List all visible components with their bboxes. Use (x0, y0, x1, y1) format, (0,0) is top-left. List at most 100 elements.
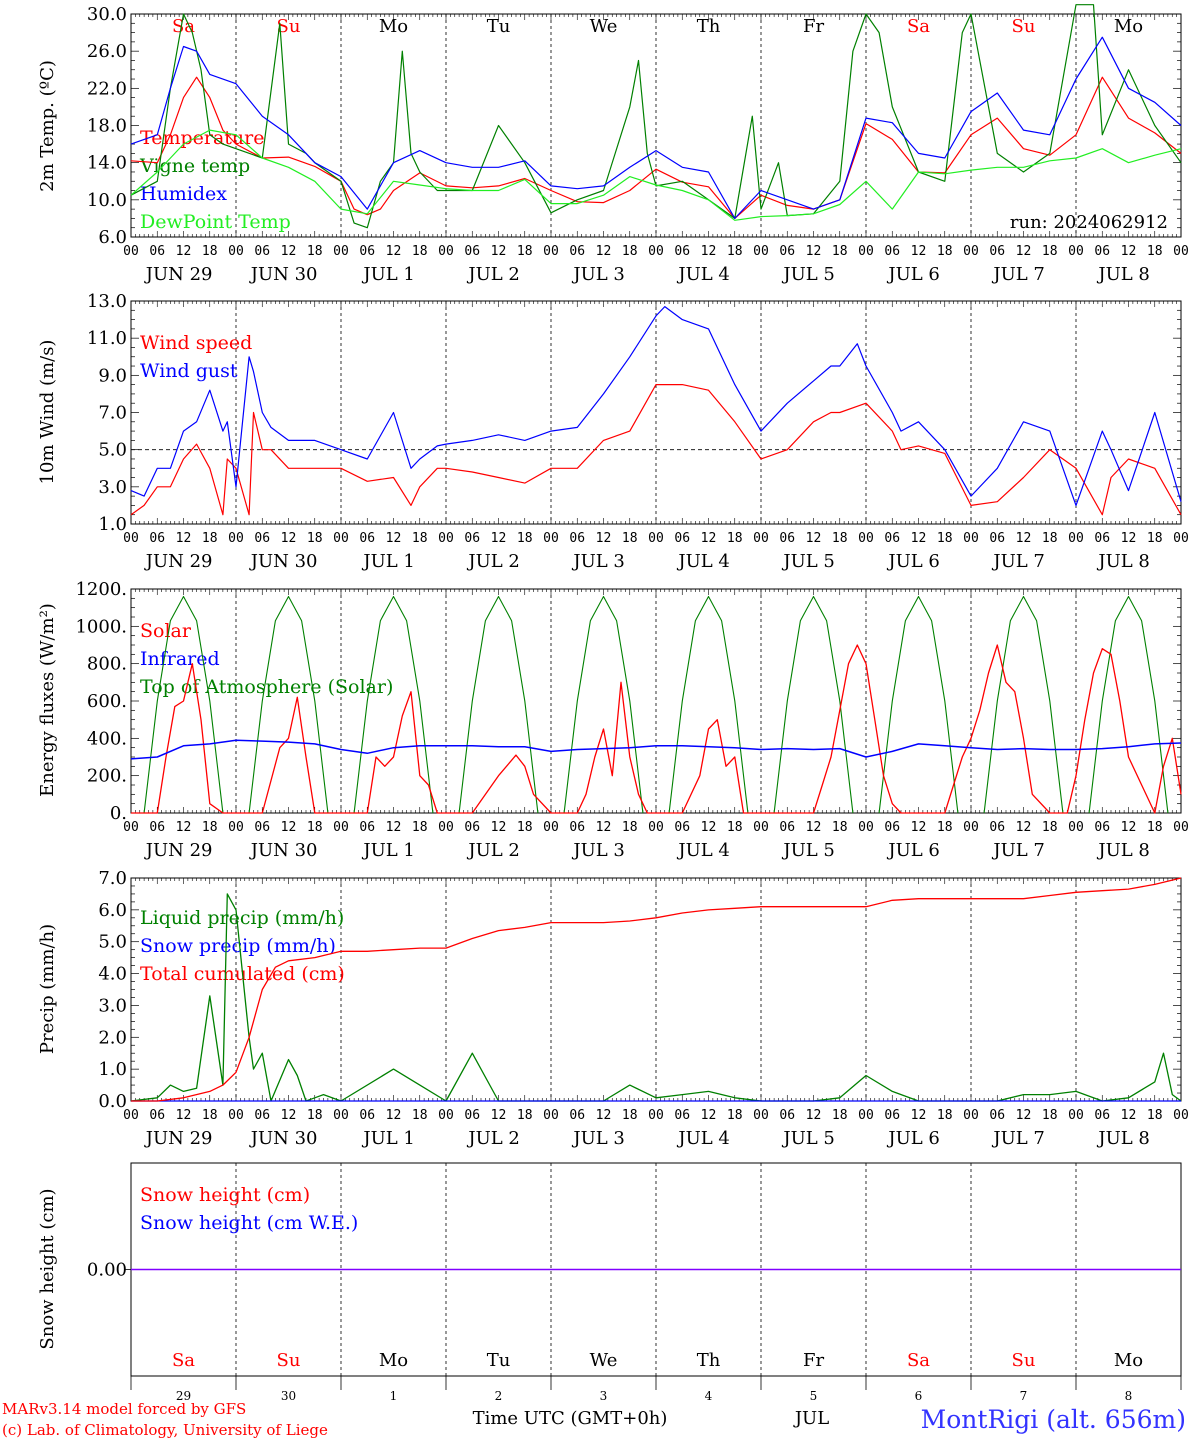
y-tick-label: 6.0 (98, 227, 127, 248)
date-label: JUN 29 (144, 840, 213, 861)
hour-tick-label: 12 (386, 1108, 402, 1123)
hour-tick-label: 06 (1094, 820, 1110, 835)
y-tick-label: 3.0 (98, 995, 127, 1016)
date-label: JUL 4 (676, 1128, 730, 1149)
y-tick-label: 1200. (75, 579, 127, 600)
y-tick-label: 600. (87, 691, 127, 712)
date-label: JUL 6 (886, 1128, 940, 1149)
hour-tick-label: 18 (832, 531, 848, 546)
hour-tick-label: 18 (727, 820, 743, 835)
hour-tick-label: 12 (281, 1108, 297, 1123)
hour-tick-label: 06 (674, 244, 690, 259)
date-label: JUL 1 (361, 551, 415, 572)
date-label: JUL 2 (466, 840, 520, 861)
date-label: JUL 6 (886, 840, 940, 861)
hour-tick-label: 12 (176, 244, 192, 259)
hour-tick-label: 18 (1042, 1108, 1058, 1123)
hour-tick-label: 18 (832, 244, 848, 259)
date-label: JUL 7 (991, 551, 1045, 572)
hour-tick-label: 18 (412, 820, 428, 835)
series-line-top-of-atmosphere (458, 595, 539, 814)
hour-tick-label: 00 (438, 531, 454, 546)
y-tick-label: 5.0 (98, 932, 127, 953)
station-label: MontRigi (alt. 656m) (921, 1405, 1186, 1434)
day-number-label: 4 (705, 1389, 713, 1403)
hour-tick-label: 00 (963, 1108, 979, 1123)
hour-tick-label: 00 (858, 244, 874, 259)
date-label: JUL 2 (466, 264, 520, 285)
y-tick-label: 14.0 (87, 153, 127, 174)
date-label: JUN 30 (249, 840, 318, 861)
date-label: JUL 7 (991, 264, 1045, 285)
series-line-humidex (130, 36, 1182, 219)
run-label: run: 2024062912 (1010, 212, 1168, 233)
panel-frame-temp (130, 13, 1182, 238)
hour-tick-label: 12 (281, 531, 297, 546)
hour-tick-label: 18 (202, 244, 218, 259)
hour-tick-label: 06 (569, 531, 585, 546)
y-tick-label: 1000. (75, 616, 127, 637)
hour-tick-label: 18 (1147, 244, 1163, 259)
hour-tick-label: 12 (281, 820, 297, 835)
hour-tick-label: 18 (307, 1108, 323, 1123)
hour-tick-label: 18 (202, 1108, 218, 1123)
hour-tick-label: 18 (937, 244, 953, 259)
legend-entry-energy: Solar (140, 620, 192, 642)
weekday-label: Tu (487, 1350, 511, 1371)
hour-tick-label: 18 (727, 1108, 743, 1123)
date-label: JUL 8 (1096, 1128, 1150, 1149)
hour-tick-label: 06 (989, 820, 1005, 835)
date-label: JUL 5 (781, 264, 835, 285)
y-tick-label: 9.0 (98, 365, 127, 386)
y-tick-label: 1.0 (98, 514, 127, 535)
hour-tick-label: 06 (254, 820, 270, 835)
panel-frame-wind (130, 300, 1182, 525)
hour-tick-label: 00 (123, 244, 139, 259)
hour-tick-label: 12 (911, 820, 927, 835)
hour-tick-label: 00 (858, 820, 874, 835)
series-line-dewpoint-temp (130, 129, 1182, 221)
weekday-label: Th (697, 1350, 721, 1371)
series-line-top-of-atmosphere (773, 595, 854, 814)
date-label: JUL 1 (361, 264, 415, 285)
hour-tick-label: 18 (307, 244, 323, 259)
hour-tick-label: 18 (412, 1108, 428, 1123)
hour-tick-label: 18 (517, 820, 533, 835)
hour-tick-label: 18 (202, 820, 218, 835)
weekday-label: Sa (907, 1350, 930, 1371)
hour-tick-label: 12 (806, 531, 822, 546)
hour-tick-label: 12 (911, 244, 927, 259)
weekday-label: Sa (907, 16, 930, 37)
x-axis-title: Time UTC (GMT+0h) (473, 1408, 668, 1429)
weekday-label: Fr (803, 16, 824, 37)
legend-entry-precip: Liquid precip (mm/h) (140, 907, 344, 929)
hour-tick-label: 18 (202, 531, 218, 546)
date-label: JUL 7 (991, 1128, 1045, 1149)
weekday-label: Su (277, 1350, 301, 1371)
day-number-label: 7 (1020, 1389, 1028, 1403)
legend-entry-energy: Top of Atmosphere (Solar) (140, 676, 393, 698)
y-tick-label: 400. (87, 728, 127, 749)
hour-tick-label: 06 (464, 531, 480, 546)
weekday-label: Su (1012, 1350, 1036, 1371)
y-tick-label: 0.0 (98, 1091, 127, 1112)
series-line-top-of-atmosphere (1088, 595, 1169, 814)
legend-entry-wind: Wind gust (140, 360, 238, 382)
date-label: JUL 6 (886, 264, 940, 285)
hour-tick-label: 06 (569, 244, 585, 259)
series-line-top-of-atmosphere (878, 595, 959, 814)
hour-tick-label: 00 (543, 531, 559, 546)
hour-tick-label: 00 (753, 531, 769, 546)
date-label: JUL 3 (571, 840, 625, 861)
hour-tick-label: 06 (254, 244, 270, 259)
hour-tick-label: 00 (858, 531, 874, 546)
hour-tick-label: 12 (176, 1108, 192, 1123)
hour-tick-label: 18 (1147, 820, 1163, 835)
hour-tick-label: 06 (149, 820, 165, 835)
date-label: JUL 8 (1096, 264, 1150, 285)
hour-tick-label: 18 (727, 531, 743, 546)
y-tick-label: 3.0 (98, 477, 127, 498)
date-label: JUL 6 (886, 551, 940, 572)
hour-tick-label: 18 (307, 820, 323, 835)
weekday-label: Tu (487, 16, 511, 37)
